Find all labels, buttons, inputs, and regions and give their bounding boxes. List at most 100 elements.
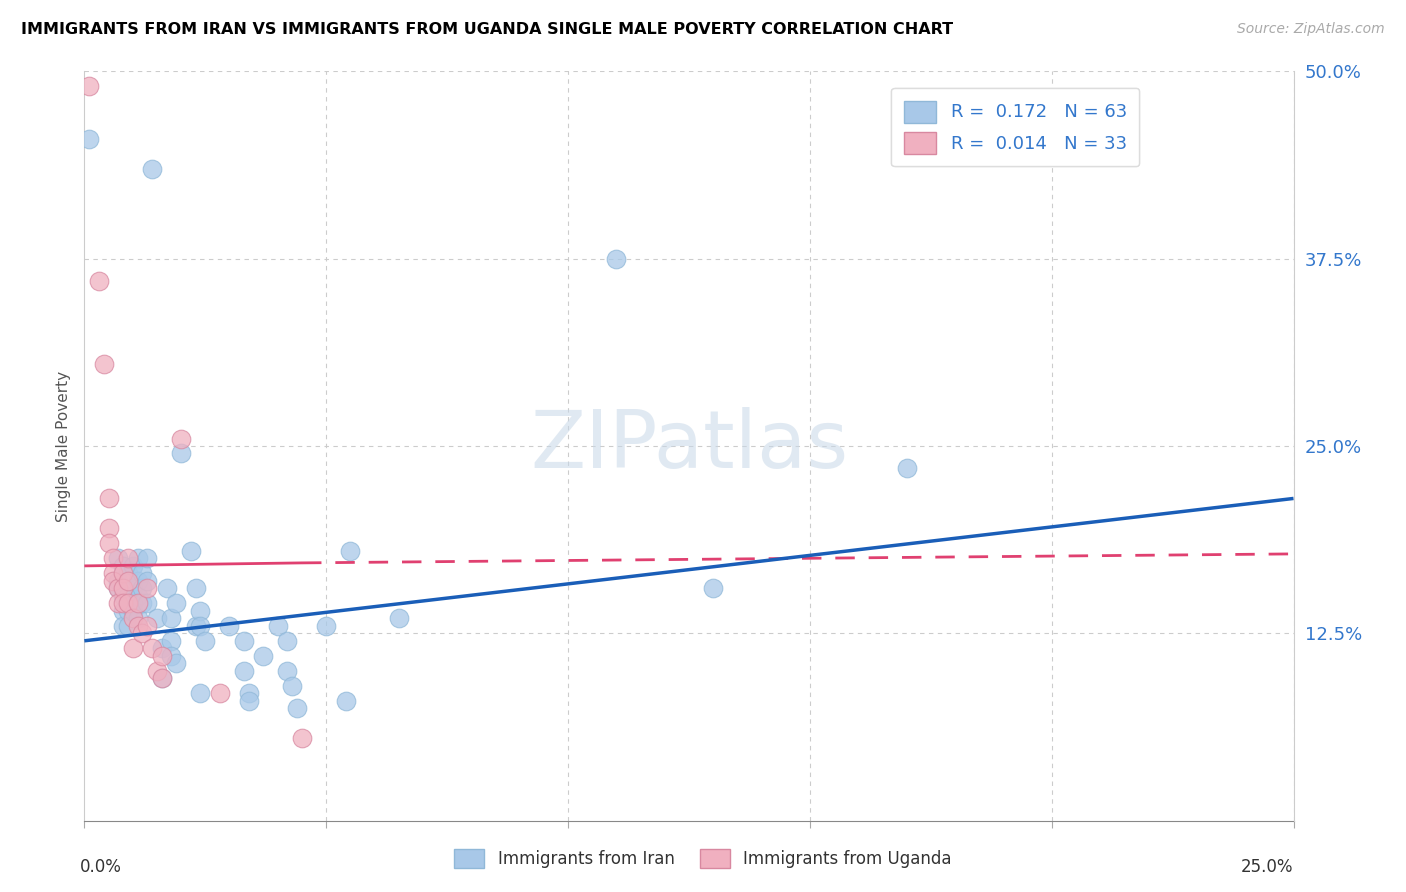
Text: 0.0%: 0.0% xyxy=(80,858,121,876)
Point xyxy=(150,671,173,685)
Point xyxy=(97,521,120,535)
Point xyxy=(117,604,139,618)
Point xyxy=(103,574,125,588)
Point xyxy=(112,619,135,633)
Point xyxy=(238,686,260,700)
Point xyxy=(107,596,129,610)
Y-axis label: Single Male Poverty: Single Male Poverty xyxy=(56,370,72,522)
Point xyxy=(117,619,139,633)
Point xyxy=(131,596,153,610)
Point xyxy=(127,596,149,610)
Point xyxy=(155,582,177,596)
Point xyxy=(127,551,149,566)
Point xyxy=(112,589,135,603)
Text: IMMIGRANTS FROM IRAN VS IMMIGRANTS FROM UGANDA SINGLE MALE POVERTY CORRELATION C: IMMIGRANTS FROM IRAN VS IMMIGRANTS FROM … xyxy=(21,22,953,37)
Point xyxy=(131,566,153,581)
Point xyxy=(184,582,207,596)
Point xyxy=(190,604,212,618)
Point xyxy=(165,657,187,671)
Point xyxy=(136,551,159,566)
Legend: R =  0.172   N = 63, R =  0.014   N = 33: R = 0.172 N = 63, R = 0.014 N = 33 xyxy=(891,88,1139,166)
Point xyxy=(150,671,173,685)
Point xyxy=(127,574,149,588)
Point xyxy=(103,566,125,581)
Point xyxy=(112,582,135,596)
Point xyxy=(107,582,129,596)
Point xyxy=(131,626,153,640)
Point xyxy=(276,633,298,648)
Point xyxy=(233,633,256,648)
Point xyxy=(190,619,212,633)
Text: Source: ZipAtlas.com: Source: ZipAtlas.com xyxy=(1237,22,1385,37)
Point xyxy=(291,731,314,746)
Point xyxy=(180,544,202,558)
Point xyxy=(77,132,100,146)
Point xyxy=(388,611,411,625)
Point xyxy=(121,611,143,625)
Point xyxy=(218,619,240,633)
Legend: Immigrants from Iran, Immigrants from Uganda: Immigrants from Iran, Immigrants from Ug… xyxy=(449,843,957,875)
Point xyxy=(160,611,183,625)
Point xyxy=(121,596,143,610)
Point xyxy=(252,648,274,663)
Point xyxy=(208,686,231,700)
Point xyxy=(238,694,260,708)
Point xyxy=(165,596,187,610)
Point xyxy=(194,633,217,648)
Point xyxy=(112,604,135,618)
Point xyxy=(97,536,120,550)
Point xyxy=(121,558,143,573)
Point xyxy=(315,619,337,633)
Point xyxy=(141,161,163,176)
Point xyxy=(117,574,139,588)
Point xyxy=(896,461,918,475)
Point xyxy=(136,574,159,588)
Point xyxy=(121,604,143,618)
Point xyxy=(150,648,173,663)
Point xyxy=(117,596,139,610)
Point xyxy=(127,619,149,633)
Point xyxy=(160,633,183,648)
Point xyxy=(285,701,308,715)
Point xyxy=(141,641,163,656)
Point xyxy=(276,664,298,678)
Point xyxy=(87,274,110,288)
Point xyxy=(146,611,169,625)
Point xyxy=(146,664,169,678)
Point xyxy=(605,252,627,266)
Point xyxy=(107,582,129,596)
Text: 25.0%: 25.0% xyxy=(1241,858,1294,876)
Point xyxy=(112,566,135,581)
Point xyxy=(117,589,139,603)
Point xyxy=(190,686,212,700)
Point xyxy=(127,611,149,625)
Point xyxy=(112,596,135,610)
Point xyxy=(702,582,724,596)
Point xyxy=(267,619,290,633)
Point xyxy=(77,79,100,94)
Point xyxy=(136,582,159,596)
Text: ZIPatlas: ZIPatlas xyxy=(530,407,848,485)
Point xyxy=(121,641,143,656)
Point xyxy=(107,551,129,566)
Point xyxy=(136,596,159,610)
Point xyxy=(103,551,125,566)
Point xyxy=(281,679,304,693)
Point xyxy=(339,544,361,558)
Point xyxy=(121,582,143,596)
Point xyxy=(97,491,120,506)
Point xyxy=(160,648,183,663)
Point xyxy=(233,664,256,678)
Point xyxy=(127,589,149,603)
Point xyxy=(117,551,139,566)
Point xyxy=(170,446,193,460)
Point xyxy=(136,619,159,633)
Point xyxy=(335,694,357,708)
Point xyxy=(107,574,129,588)
Point xyxy=(131,582,153,596)
Point xyxy=(184,619,207,633)
Point xyxy=(117,566,139,581)
Point xyxy=(150,641,173,656)
Point xyxy=(170,432,193,446)
Point xyxy=(112,558,135,573)
